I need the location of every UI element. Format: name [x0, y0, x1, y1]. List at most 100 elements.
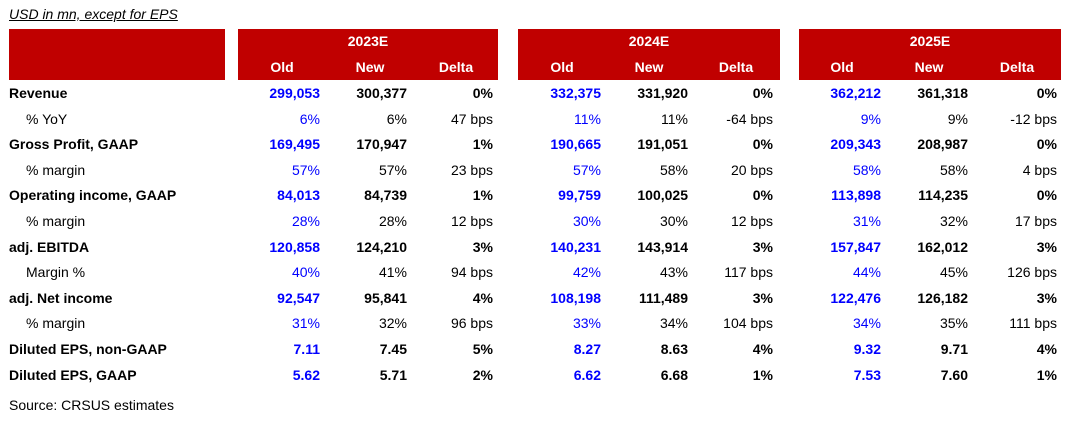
- column-header-old: Old: [270, 59, 294, 75]
- delta-value-cell: 4%: [1036, 341, 1057, 357]
- row-label: % margin: [26, 161, 86, 178]
- column-header-old: Old: [830, 59, 854, 75]
- delta-value-cell: 104 bps: [723, 315, 773, 332]
- table-row: Revenue 299,053 300,377 0% 332,375 331,920 0% 3…: [0, 81, 1080, 106]
- delta-value-cell: 1%: [752, 366, 773, 383]
- old-value-cell: 169,495: [269, 136, 320, 153]
- delta-value-cell: 2%: [472, 366, 493, 383]
- old-value-cell: 113,898: [831, 187, 881, 204]
- table-row: adj. EBITDA 120,858 124,210 3% 140,231 143,91…: [0, 235, 1080, 260]
- new-value-cell: 191,051: [637, 136, 688, 153]
- old-value-cell: 362,212: [830, 85, 881, 101]
- delta-value-cell: 117 bps: [724, 264, 773, 281]
- old-value-cell: 30%: [572, 213, 601, 229]
- old-value-cell: 92,547: [277, 289, 320, 306]
- delta-value-cell: 126 bps: [1007, 264, 1057, 281]
- delta-value-cell: 0%: [752, 187, 773, 204]
- new-value-cell: 84,739: [364, 187, 407, 204]
- old-value-cell: 122,476: [830, 289, 881, 306]
- old-value-cell: 190,665: [550, 136, 601, 153]
- new-value-cell: 9.71: [940, 341, 968, 357]
- old-value-cell: 58%: [852, 161, 881, 178]
- column-header-new: New: [634, 59, 664, 75]
- delta-value-cell: 0%: [1036, 187, 1057, 204]
- row-label: Diluted EPS, GAAP: [9, 366, 137, 383]
- delta-value-cell: 3%: [1036, 289, 1057, 306]
- new-value-cell: 9%: [947, 110, 968, 127]
- table-row: % margin 31% 32% 96 bps 33% 34% 104 bps 34% 35% 1…: [0, 311, 1080, 336]
- old-value-cell: 9%: [860, 110, 881, 127]
- delta-value-cell: -64 bps: [726, 110, 773, 127]
- row-label: % margin: [26, 213, 86, 229]
- row-label: Diluted EPS, non-GAAP: [9, 341, 167, 357]
- new-value-cell: 143,914: [637, 238, 688, 255]
- row-label: % margin: [26, 315, 86, 332]
- table-row: Gross Profit, GAAP 169,495 170,947 1% 190,66…: [0, 132, 1080, 157]
- old-value-cell: 209,343: [830, 136, 881, 153]
- old-value-cell: 5.62: [292, 366, 320, 383]
- source-footnote: Source: CRSUS estimates: [9, 397, 174, 413]
- old-value-cell: 6.62: [573, 366, 601, 383]
- new-value-cell: 6%: [386, 110, 407, 127]
- year-header: 2024E: [628, 33, 670, 49]
- delta-value-cell: 20 bps: [730, 161, 773, 178]
- old-value-cell: 33%: [572, 315, 601, 332]
- new-value-cell: 8.63: [660, 341, 688, 357]
- new-value-cell: 43%: [659, 264, 688, 281]
- column-header-old: Old: [550, 59, 574, 75]
- old-value-cell: 8.27: [573, 341, 601, 357]
- column-header-delta: Delta: [718, 59, 754, 75]
- column-header-delta: Delta: [438, 59, 474, 75]
- delta-value-cell: 4 bps: [1022, 161, 1057, 178]
- new-value-cell: 5.71: [379, 366, 407, 383]
- row-label: adj. Net income: [9, 289, 113, 306]
- table-row: % margin 57% 57% 23 bps 57% 58% 20 bps 58% 58% 4 …: [0, 158, 1080, 183]
- column-header-new: New: [914, 59, 944, 75]
- delta-value-cell: 0%: [1036, 136, 1057, 153]
- delta-value-cell: 3%: [472, 238, 493, 255]
- table-row: Diluted EPS, non-GAAP 7.11 7.45 5% 8.27 8.63 4…: [0, 337, 1080, 362]
- year-header: 2025E: [909, 33, 951, 49]
- new-value-cell: 58%: [659, 161, 688, 178]
- old-value-cell: 40%: [291, 264, 320, 281]
- delta-value-cell: 0%: [472, 85, 493, 101]
- old-value-cell: 7.11: [293, 341, 320, 357]
- old-value-cell: 108,198: [550, 289, 601, 306]
- new-value-cell: 331,920: [637, 85, 688, 101]
- delta-value-cell: 111 bps: [1009, 315, 1057, 332]
- row-label: Revenue: [9, 85, 68, 101]
- old-value-cell: 299,053: [269, 85, 320, 101]
- table-caption: USD in mn, except for EPS: [9, 6, 178, 22]
- delta-value-cell: 1%: [1036, 366, 1057, 383]
- new-value-cell: 126,182: [917, 289, 968, 306]
- delta-value-cell: 17 bps: [1014, 213, 1057, 229]
- new-value-cell: 30%: [659, 213, 688, 229]
- old-value-cell: 31%: [291, 315, 320, 332]
- new-value-cell: 7.45: [379, 341, 407, 357]
- new-value-cell: 32%: [939, 213, 968, 229]
- row-label: Margin %: [26, 264, 86, 281]
- delta-value-cell: 0%: [752, 136, 773, 153]
- year-header-block: [799, 29, 1061, 80]
- table-row: Diluted EPS, GAAP 5.62 5.71 2% 6.62 6.68 1% 7.5…: [0, 363, 1080, 388]
- old-value-cell: 11%: [574, 110, 601, 127]
- delta-value-cell: 3%: [1036, 238, 1057, 255]
- old-value-cell: 57%: [291, 161, 320, 178]
- year-header-block: [238, 29, 498, 80]
- delta-value-cell: 0%: [1036, 85, 1057, 101]
- old-value-cell: 6%: [299, 110, 320, 127]
- new-value-cell: 162,012: [917, 238, 968, 255]
- new-value-cell: 124,210: [356, 238, 407, 255]
- new-value-cell: 57%: [378, 161, 407, 178]
- old-value-cell: 28%: [291, 213, 320, 229]
- new-value-cell: 300,377: [356, 85, 407, 101]
- old-value-cell: 57%: [572, 161, 601, 178]
- new-value-cell: 361,318: [917, 85, 968, 101]
- old-value-cell: 99,759: [558, 187, 601, 204]
- delta-value-cell: 1%: [472, 187, 493, 204]
- new-value-cell: 45%: [939, 264, 968, 281]
- year-header-block: [518, 29, 780, 80]
- new-value-cell: 32%: [378, 315, 407, 332]
- old-value-cell: 84,013: [277, 187, 320, 204]
- row-label: Operating income, GAAP: [9, 187, 177, 204]
